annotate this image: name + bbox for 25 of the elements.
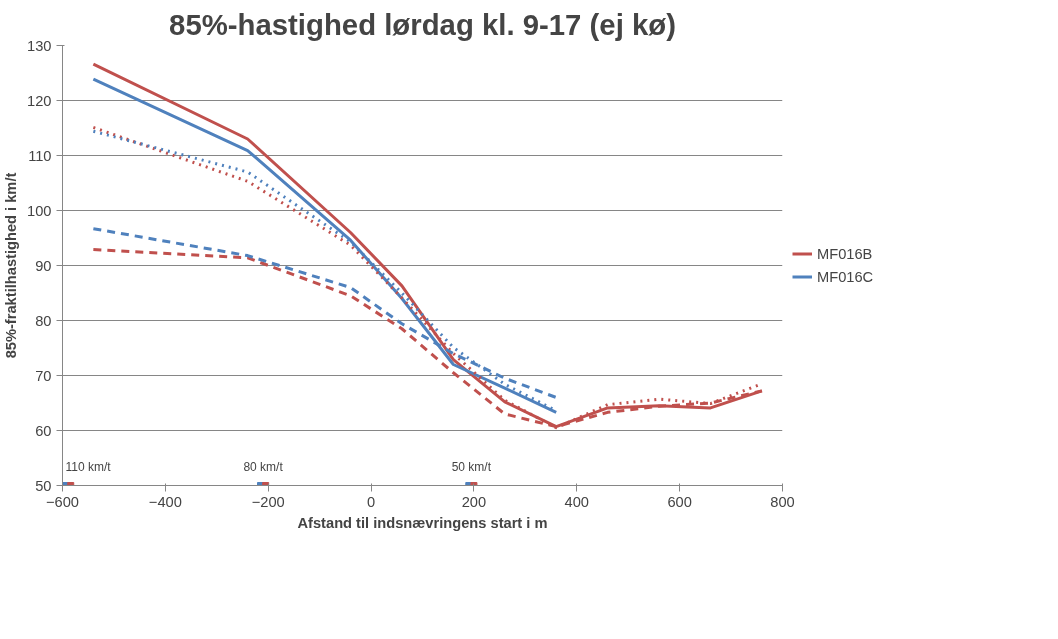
x-tick-label: −600 [45,493,80,510]
y-tick-label: 90 [35,257,52,274]
x-tick-label: −200 [251,493,285,510]
y-tick-label: 50 [35,477,52,494]
y-tick-label: 110 [28,147,52,164]
x-axis-title: Afstand til indsnævringens start i m [297,514,548,531]
y-tick-label: 130 [27,37,52,54]
x-tick-label: 800 [770,493,795,510]
legend-label: MF016C [817,268,874,285]
legend-label: MF016B [817,245,873,262]
annotation: 110 km/t [65,459,112,474]
x-tick-label: 600 [667,493,692,510]
x-tick-label: 200 [461,493,487,510]
y-tick-label: 70 [35,367,52,384]
x-tick-label: 400 [564,493,590,510]
y-tick-label: 80 [35,312,52,329]
x-tick-label: 0 [367,493,376,510]
y-tick-label: 100 [27,202,52,219]
y-tick-label: 60 [35,422,52,439]
y-axis-title: 85%-fraktilhastighed i km/t [3,172,20,359]
y-tick-label: 120 [27,92,52,109]
chart-title: 85%-hastighed lørdag kl. 9-17 (ej kø) [169,7,676,41]
x-tick-label: −400 [148,493,182,510]
annotation: 50 km/t [451,459,492,474]
annotation: 80 km/t [243,459,284,474]
